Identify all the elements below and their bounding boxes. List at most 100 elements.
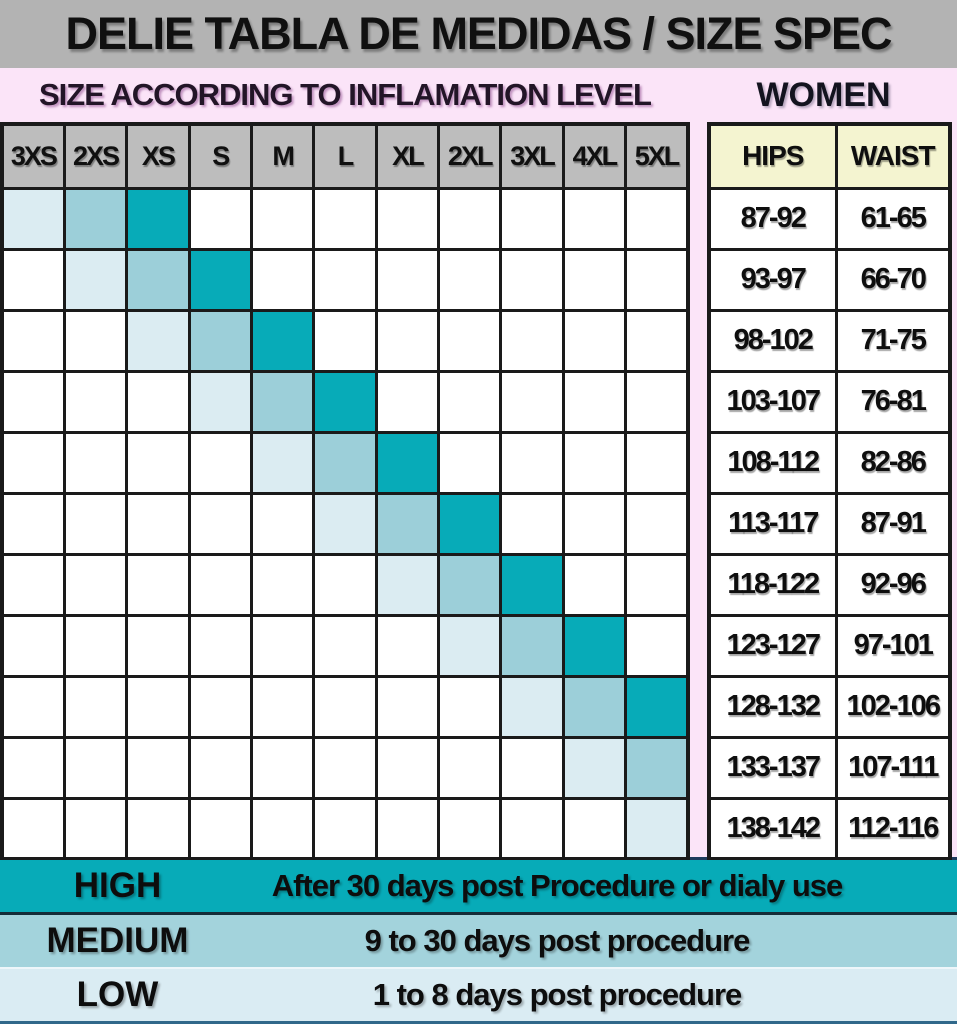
empty-cell <box>187 796 253 861</box>
low-level-cell-2xs <box>62 247 129 312</box>
empty-cell <box>187 674 253 739</box>
empty-cell <box>374 308 441 373</box>
medium-level-cell-5xl <box>624 735 690 800</box>
empty-cell <box>125 369 191 434</box>
size-column-header-xs: XS <box>125 122 191 190</box>
title-bar: DELIE TABLA DE MEDIDAS / SIZE SPEC <box>0 0 957 68</box>
inflammation-level-legend: HIGH After 30 days post Procedure or dial… <box>0 857 957 1024</box>
size-grid-row-9 <box>0 674 690 739</box>
waist-range-value: 71-75 <box>834 308 952 373</box>
waist-range-value: 107-111 <box>834 735 952 800</box>
empty-cell <box>374 186 441 251</box>
waist-range-value: 87-91 <box>834 491 952 556</box>
waist-range-value: 92-96 <box>834 552 952 617</box>
size-inflammation-grid: 3XS 2XS XS S M L XL 2XL 3XL 4XL 5XL <box>0 122 690 861</box>
women-table-row: 103-107 76-81 <box>707 369 952 434</box>
medium-level-cell-2xl <box>437 552 503 617</box>
legend-row-medium: MEDIUM 9 to 30 days post procedure <box>0 915 957 967</box>
low-level-cell-5xl <box>624 796 690 861</box>
high-level-cell-m <box>249 308 316 373</box>
high-level-cell-xl <box>374 430 441 495</box>
low-level-cell-4xl <box>561 735 628 800</box>
empty-cell <box>249 796 316 861</box>
medium-level-cell-s <box>187 308 253 373</box>
low-level-cell-l <box>312 491 378 556</box>
empty-cell <box>437 186 503 251</box>
size-grid-row-5 <box>0 430 690 495</box>
empty-cell <box>624 308 690 373</box>
size-column-header-m: M <box>249 122 316 190</box>
empty-cell <box>0 735 66 800</box>
low-level-cell-3xl <box>499 674 565 739</box>
legend-row-high: HIGH After 30 days post Procedure or dial… <box>0 860 957 915</box>
empty-cell <box>499 247 565 312</box>
size-grid-row-6 <box>0 491 690 556</box>
hips-range-value: 118-122 <box>707 552 838 617</box>
empty-cell <box>624 247 690 312</box>
empty-cell <box>0 613 66 678</box>
empty-cell <box>624 186 690 251</box>
low-level-cell-xs <box>125 308 191 373</box>
women-table-row: 123-127 97-101 <box>707 613 952 678</box>
empty-cell <box>312 186 378 251</box>
hips-range-value: 87-92 <box>707 186 838 251</box>
low-level-cell-s <box>187 369 253 434</box>
medium-level-cell-xs <box>125 247 191 312</box>
hips-range-value: 93-97 <box>707 247 838 312</box>
empty-cell <box>561 186 628 251</box>
empty-cell <box>437 735 503 800</box>
women-table-row: 93-97 66-70 <box>707 247 952 312</box>
women-table-row: 118-122 92-96 <box>707 552 952 617</box>
hips-range-value: 123-127 <box>707 613 838 678</box>
size-grid-row-4 <box>0 369 690 434</box>
size-column-header-3xs: 3XS <box>0 122 66 190</box>
empty-cell <box>499 491 565 556</box>
size-column-header-5xl: 5XL <box>624 122 690 190</box>
empty-cell <box>125 613 191 678</box>
empty-cell <box>249 735 316 800</box>
empty-cell <box>561 796 628 861</box>
high-level-cell-xs <box>125 186 191 251</box>
empty-cell <box>437 308 503 373</box>
low-level-cell-2xl <box>437 613 503 678</box>
empty-cell <box>624 369 690 434</box>
empty-cell <box>62 308 129 373</box>
empty-cell <box>624 491 690 556</box>
empty-cell <box>437 674 503 739</box>
high-level-cell-l <box>312 369 378 434</box>
empty-cell <box>374 796 441 861</box>
empty-cell <box>0 369 66 434</box>
empty-cell <box>187 552 253 617</box>
empty-cell <box>624 613 690 678</box>
hips-range-value: 108-112 <box>707 430 838 495</box>
size-column-header-4xl: 4XL <box>561 122 628 190</box>
empty-cell <box>624 430 690 495</box>
empty-cell <box>561 247 628 312</box>
empty-cell <box>0 674 66 739</box>
size-column-header-3xl: 3XL <box>499 122 565 190</box>
legend-description-medium: 9 to 30 days post procedure <box>364 923 751 958</box>
medium-level-cell-l <box>312 430 378 495</box>
empty-cell <box>374 735 441 800</box>
empty-cell <box>0 552 66 617</box>
empty-cell <box>0 247 66 312</box>
empty-cell <box>312 674 378 739</box>
women-table-header-row: HIPS WAIST <box>707 122 952 190</box>
empty-cell <box>125 430 191 495</box>
size-column-header-xl: XL <box>374 122 441 190</box>
women-table-row: 138-142 112-116 <box>707 796 952 861</box>
empty-cell <box>499 796 565 861</box>
empty-cell <box>62 735 129 800</box>
empty-cell <box>374 674 441 739</box>
empty-cell <box>249 552 316 617</box>
legend-description-high: After 30 days post Procedure or dialy us… <box>271 868 844 903</box>
waist-range-value: 82-86 <box>834 430 952 495</box>
empty-cell <box>499 735 565 800</box>
empty-cell <box>249 674 316 739</box>
empty-cell <box>499 186 565 251</box>
empty-cell <box>249 186 316 251</box>
medium-level-cell-3xl <box>499 613 565 678</box>
empty-cell <box>499 369 565 434</box>
empty-cell <box>374 613 441 678</box>
